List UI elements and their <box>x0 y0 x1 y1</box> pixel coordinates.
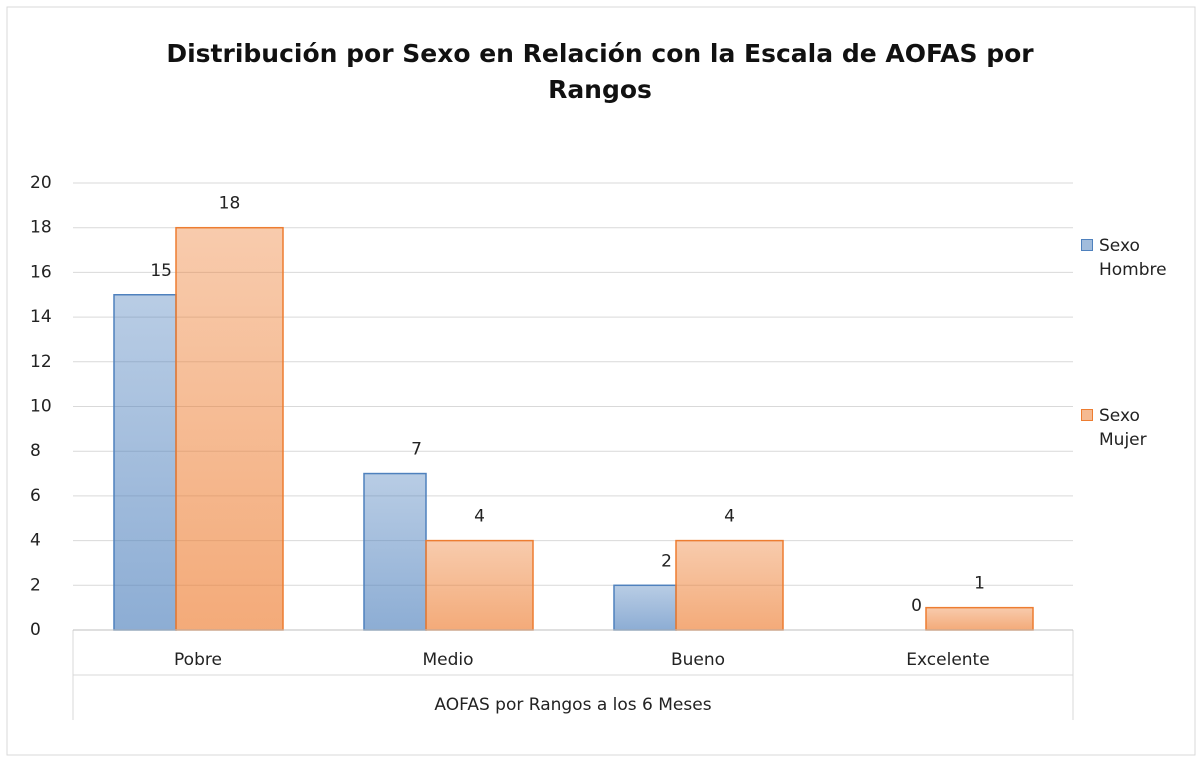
chart-title: Distribución por Sexo en Relación con la… <box>166 39 1034 104</box>
data-label: 2 <box>661 551 672 571</box>
y-tick-label: 10 <box>30 397 52 417</box>
y-tick-label: 14 <box>30 307 52 327</box>
chart-border <box>6 6 1196 756</box>
x-tick-label: Medio <box>422 650 473 670</box>
bar <box>425 539 534 631</box>
y-tick-label: 8 <box>30 441 41 461</box>
bar <box>675 539 784 631</box>
bar <box>113 294 177 631</box>
y-tick-label: 2 <box>30 575 41 595</box>
data-label: 18 <box>219 194 241 214</box>
x-tick-label: Excelente <box>906 650 989 670</box>
data-label: 7 <box>411 440 422 460</box>
legend-entry: Sexo Mujer <box>1081 404 1193 452</box>
data-label: 4 <box>474 507 485 527</box>
legend-label: Sexo Mujer <box>1099 406 1147 450</box>
y-tick-label: 12 <box>30 352 52 372</box>
bar <box>175 226 284 631</box>
y-tick-label: 16 <box>30 262 52 282</box>
y-tick-label: 20 <box>30 173 52 193</box>
y-tick-label: 0 <box>30 620 41 640</box>
x-axis-label: AOFAS por Rangos a los 6 Meses <box>434 695 711 715</box>
y-tick-label: 4 <box>30 531 41 551</box>
y-tick-label: 18 <box>30 218 52 238</box>
legend-swatch <box>1081 239 1093 251</box>
data-label: 1 <box>974 574 985 594</box>
y-tick-label: 6 <box>30 486 41 506</box>
data-label: 4 <box>724 507 735 527</box>
bar <box>363 472 427 631</box>
x-tick-label: Bueno <box>671 650 725 670</box>
data-label: 0 <box>911 596 922 616</box>
x-tick-label: Pobre <box>174 650 222 670</box>
bar <box>613 584 677 631</box>
data-label: 15 <box>150 261 172 281</box>
legend-swatch <box>1081 409 1093 421</box>
legend-entry: Sexo Hombre <box>1081 234 1193 282</box>
legend-label: Sexo Hombre <box>1099 236 1167 280</box>
bar <box>925 606 1034 631</box>
